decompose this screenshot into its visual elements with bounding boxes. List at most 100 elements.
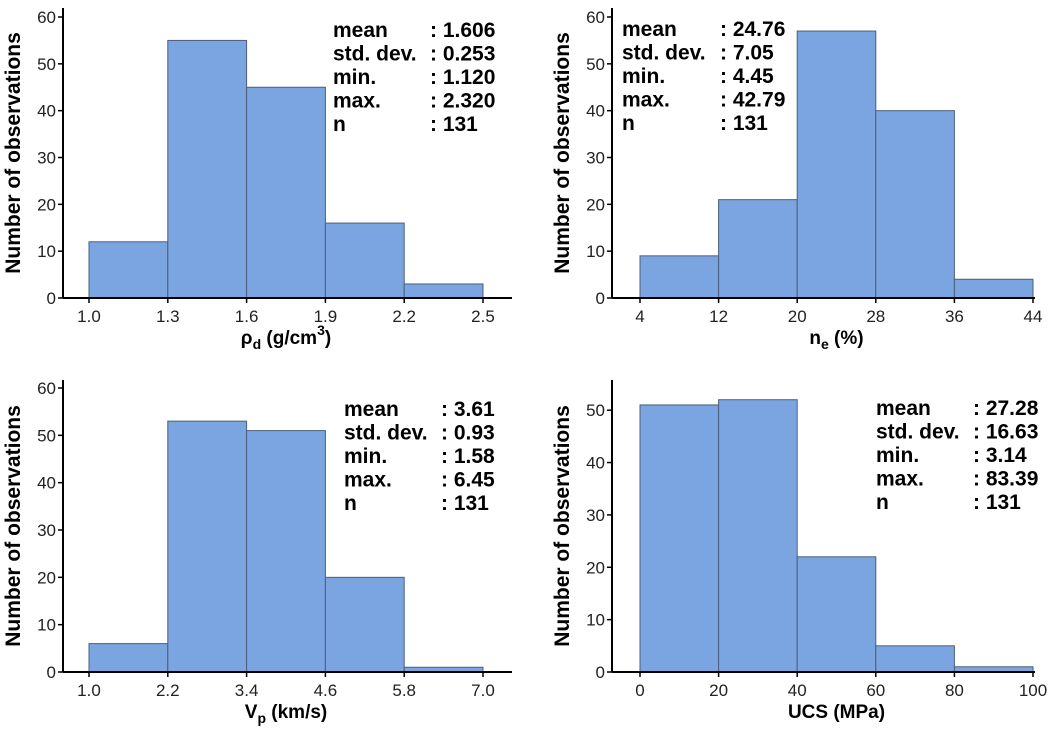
- stat-value: : 6.45: [441, 469, 495, 492]
- x-tick-label: 2.2: [156, 681, 180, 700]
- stat-value: : 2.320: [430, 90, 495, 113]
- x-label-subscript: p: [257, 710, 266, 726]
- x-label-base: ρ: [241, 328, 253, 349]
- stat-label: n: [622, 112, 635, 135]
- y-tick-label: 60: [37, 379, 56, 398]
- x-label-superscript: 3: [317, 322, 325, 338]
- x-label-text: (%): [829, 328, 864, 349]
- x-tick-label: 1.0: [77, 307, 101, 326]
- histogram-bar: [875, 645, 955, 673]
- x-label-text: (g/cm: [261, 328, 317, 349]
- x-tick-label: 60: [866, 681, 885, 700]
- stat-label: std. dev.: [344, 422, 428, 445]
- stat-label: n: [876, 491, 889, 514]
- stat-label: min.: [622, 65, 665, 88]
- stat-value: : 131: [430, 113, 478, 136]
- x-label-base: n: [809, 328, 821, 349]
- stat-value: : 3.14: [973, 444, 1027, 467]
- y-tick-label: 40: [37, 474, 56, 493]
- stat-value: : 1.606: [430, 19, 495, 42]
- y-tick-label: 30: [37, 149, 56, 168]
- x-axis-label: ρd (g/cm3): [241, 322, 331, 352]
- y-tick-label: 20: [586, 195, 605, 214]
- x-tick-label: 20: [709, 681, 728, 700]
- histogram-bar: [718, 399, 798, 673]
- y-tick-label: 50: [586, 401, 605, 420]
- histogram-bar: [88, 643, 169, 673]
- x-tick-label: 44: [1024, 307, 1043, 326]
- y-tick-label: 20: [586, 558, 605, 577]
- y-axis-label: Number of observations: [551, 405, 574, 647]
- y-tick-label: 30: [586, 506, 605, 525]
- histogram-bar: [246, 430, 326, 673]
- stat-label: max.: [344, 469, 392, 492]
- x-tick-label: 3.4: [235, 681, 259, 700]
- y-axis-label: Number of observations: [2, 405, 25, 647]
- y-tick-label: 50: [37, 55, 56, 74]
- y-tick-label: 40: [586, 102, 605, 121]
- stat-value: : 131: [720, 112, 768, 135]
- x-tick-label: 20: [788, 307, 807, 326]
- y-tick-label: 20: [37, 195, 56, 214]
- x-label-base: UCS (MPa): [788, 702, 885, 723]
- stat-label: n: [333, 113, 346, 136]
- histogram-bar: [167, 420, 248, 673]
- y-tick-label: 40: [37, 102, 56, 121]
- x-tick-label: 1.9: [314, 307, 338, 326]
- y-tick-label: 10: [586, 611, 605, 630]
- histogram-bar: [639, 404, 720, 673]
- x-tick-label: 1.6: [235, 307, 259, 326]
- x-axis-label: UCS (MPa): [788, 702, 885, 723]
- x-tick-label: 4: [635, 307, 644, 326]
- stat-value: : 1.120: [430, 66, 495, 89]
- y-tick-label: 40: [586, 454, 605, 473]
- stat-value: : 7.05: [720, 42, 774, 65]
- histogram-bar: [796, 556, 877, 673]
- x-tick-label: 4.6: [314, 681, 338, 700]
- x-label-base: V: [245, 702, 258, 723]
- y-tick-label: 10: [37, 616, 56, 635]
- stat-label: std. dev.: [876, 421, 960, 444]
- stat-label: mean: [333, 19, 388, 42]
- stat-label: mean: [876, 397, 931, 420]
- stat-value: : 42.79: [720, 89, 785, 112]
- stat-value: : 0.93: [441, 422, 495, 445]
- histogram-bar: [796, 30, 877, 299]
- x-label-end: ): [325, 328, 331, 349]
- stat-value: : 4.45: [720, 65, 774, 88]
- y-tick-label: 50: [37, 426, 56, 445]
- histogram-bar: [639, 255, 720, 299]
- stat-value: : 83.39: [973, 468, 1038, 491]
- y-tick-label: 20: [37, 568, 56, 587]
- stat-label: max.: [622, 89, 670, 112]
- stat-label: n: [344, 492, 357, 515]
- x-tick-label: 1.3: [156, 307, 180, 326]
- y-axis-label: Number of observations: [2, 32, 25, 274]
- histogram-panel: 0 10 20 30 40 50 60 1.0 2.2 3.4 4.6 5.8 7.0 Number of…: [2, 379, 512, 726]
- histogram-bar: [246, 86, 326, 299]
- x-tick-label: 1.0: [77, 681, 101, 700]
- histogram-panel: 0 10 20 30 40 50 60 4 12 20 28 36 44 Number of observ…: [551, 8, 1042, 352]
- x-tick-label: 0: [635, 681, 644, 700]
- histogram-bar: [324, 576, 405, 673]
- x-tick-label: 2.5: [471, 307, 495, 326]
- histogram-bar: [403, 283, 484, 299]
- stat-value: : 1.58: [441, 445, 495, 468]
- histogram-bar: [88, 241, 169, 299]
- x-tick-label: 36: [945, 307, 964, 326]
- x-tick-label: 28: [866, 307, 885, 326]
- stat-value: : 3.61: [441, 398, 495, 421]
- x-label-subscript: d: [253, 336, 262, 352]
- stat-label: mean: [344, 398, 399, 421]
- stat-label: min.: [344, 445, 387, 468]
- x-label-subscript: e: [821, 336, 829, 352]
- y-tick-label: 60: [586, 8, 605, 27]
- x-label-text: (km/s): [266, 702, 327, 723]
- histogram-bar: [718, 199, 798, 299]
- x-tick-label: 100: [1019, 681, 1047, 700]
- y-tick-label: 0: [596, 289, 605, 308]
- histogram-bar: [167, 39, 248, 299]
- x-axis-label: Vp (km/s): [245, 702, 328, 726]
- histogram-panel: 0 10 20 30 40 50 60 1.0 1.3 1.6 1.9 2.2 2.5 Number of…: [2, 8, 512, 352]
